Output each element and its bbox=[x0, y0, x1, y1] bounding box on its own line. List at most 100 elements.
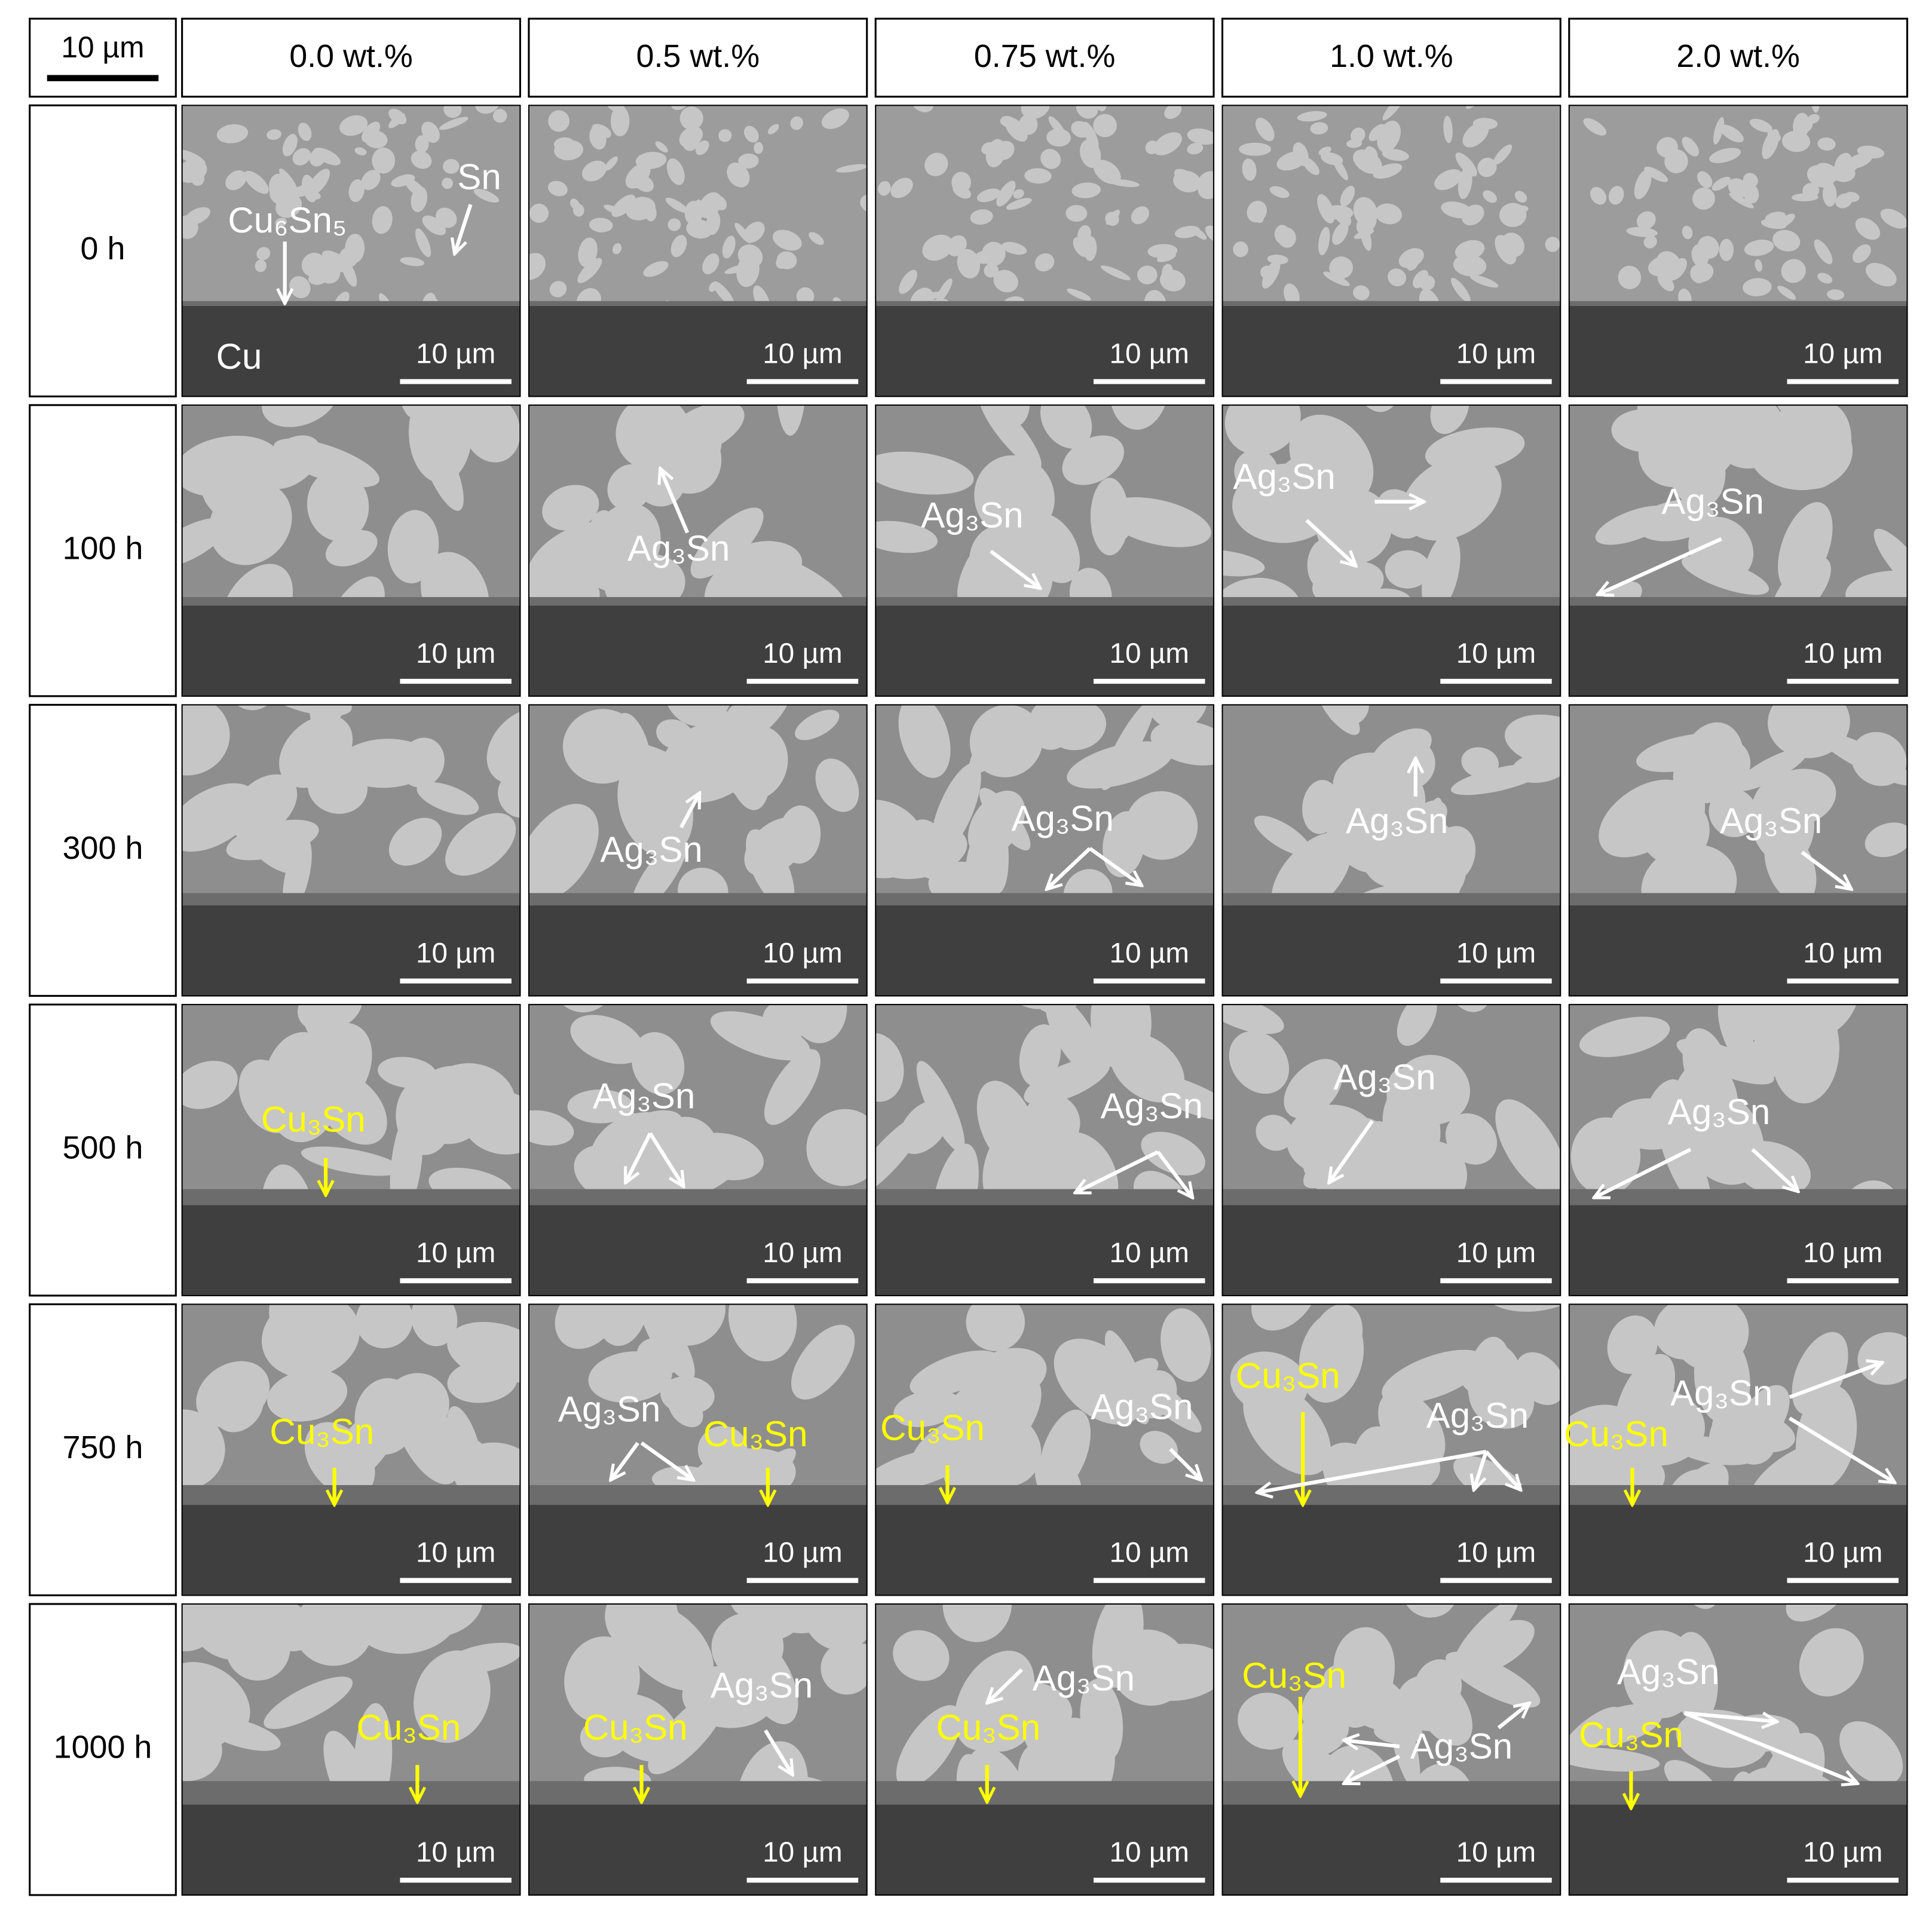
sn-grain bbox=[1013, 189, 1024, 199]
sn-grain bbox=[1382, 1072, 1447, 1148]
sn-grain bbox=[1284, 1058, 1343, 1119]
sn-grain bbox=[244, 170, 269, 194]
sn-grain bbox=[1851, 731, 1907, 786]
sn-grain bbox=[182, 436, 281, 497]
sn-grain bbox=[1318, 146, 1331, 156]
sn-grain bbox=[231, 774, 298, 837]
sn-grain bbox=[182, 783, 258, 852]
sn-grain bbox=[1065, 204, 1088, 222]
sn-grain bbox=[348, 179, 365, 203]
sn-grain bbox=[1323, 271, 1350, 286]
sn-grain bbox=[301, 1146, 402, 1176]
sn-grain bbox=[182, 149, 206, 166]
sn-grain bbox=[301, 252, 326, 277]
annotation-label: Ag₃Sn bbox=[1233, 457, 1335, 497]
sn-grain bbox=[439, 117, 469, 130]
sn-grain bbox=[1092, 1603, 1144, 1689]
imc-layer bbox=[1222, 1781, 1561, 1807]
sn-grain bbox=[1697, 235, 1719, 259]
sn-grain bbox=[1161, 1308, 1211, 1382]
sn-grain bbox=[1711, 176, 1731, 191]
sn-grain bbox=[255, 259, 267, 273]
sn-grain bbox=[322, 250, 350, 273]
sn-grain bbox=[1039, 1409, 1091, 1493]
micrograph bbox=[182, 105, 520, 397]
sn-grain bbox=[936, 278, 953, 303]
sn-grain bbox=[1353, 285, 1370, 301]
sn-grain bbox=[345, 234, 365, 263]
sn-grain bbox=[679, 106, 703, 130]
imc-layer bbox=[182, 1189, 520, 1208]
scale-bar-label: 10 µm bbox=[1456, 938, 1536, 969]
sn-grain bbox=[1309, 1304, 1363, 1375]
row-label-cell bbox=[29, 104, 177, 397]
sn-grain bbox=[1125, 791, 1198, 860]
sn-grain bbox=[1229, 1031, 1290, 1094]
imc-layer bbox=[528, 1781, 867, 1807]
cell-border bbox=[181, 1003, 521, 1296]
sn-grain bbox=[1131, 206, 1149, 225]
annotation-arrow bbox=[623, 1132, 652, 1183]
sn-grain bbox=[443, 1642, 520, 1675]
sn-grain bbox=[293, 1603, 373, 1666]
sn-grain bbox=[1853, 244, 1871, 264]
annotation-label: Ag₃Sn bbox=[1661, 482, 1763, 522]
sn-grain bbox=[890, 177, 913, 198]
sn-grain bbox=[875, 521, 938, 553]
sn-grain bbox=[1413, 1659, 1462, 1716]
sn-grain bbox=[924, 152, 948, 176]
sn-grain bbox=[1545, 237, 1560, 252]
sn-grain bbox=[1071, 182, 1101, 198]
sn-grain bbox=[1643, 235, 1657, 249]
scale-bar-label: 10 µm bbox=[1803, 1537, 1882, 1569]
sn-grain bbox=[979, 799, 1009, 893]
sn-grain bbox=[528, 1110, 574, 1146]
sn-grain bbox=[1717, 1004, 1755, 1067]
cell-border bbox=[1568, 105, 1908, 397]
sn-grain bbox=[1743, 1021, 1801, 1083]
cell-border bbox=[875, 105, 1215, 397]
sn-grain bbox=[567, 1089, 633, 1124]
sn-grain bbox=[1140, 1431, 1178, 1464]
annotation-label: Ag₃Sn bbox=[593, 1076, 695, 1116]
micrograph bbox=[875, 1004, 1214, 1296]
sn-grain bbox=[815, 758, 859, 812]
sn-grain bbox=[1380, 1389, 1425, 1432]
sn-grain bbox=[581, 160, 607, 182]
scale-bar-label: 10 µm bbox=[416, 1237, 495, 1269]
sn-grain bbox=[899, 270, 917, 294]
scale-bar-label: 10 µm bbox=[763, 1836, 842, 1868]
sn-grain bbox=[422, 215, 446, 235]
sn-grain bbox=[1109, 405, 1169, 430]
annotation-arrow bbox=[1329, 1119, 1374, 1183]
sn-grain bbox=[388, 818, 442, 866]
sn-grain bbox=[529, 203, 549, 223]
sn-grain bbox=[754, 142, 764, 154]
sn-grain bbox=[738, 153, 759, 169]
sn-grain bbox=[722, 235, 736, 259]
sn-grain bbox=[1749, 118, 1772, 133]
column-header-cell bbox=[1221, 17, 1561, 98]
scale-bar-label: 10 µm bbox=[1456, 1237, 1536, 1269]
sn-grain bbox=[1267, 255, 1288, 265]
sn-grain bbox=[1173, 170, 1201, 192]
cell-border bbox=[528, 105, 868, 397]
micrograph bbox=[1569, 405, 1907, 696]
sn-grain bbox=[1100, 265, 1131, 280]
annotation-arrow bbox=[660, 469, 690, 534]
sn-grain bbox=[1458, 166, 1472, 200]
sn-grain bbox=[643, 261, 669, 277]
sn-grain bbox=[1469, 274, 1499, 288]
sn-grain bbox=[1709, 148, 1741, 163]
sn-grain bbox=[1461, 747, 1499, 778]
annotation-arrow bbox=[1484, 1450, 1521, 1490]
scale-cell bbox=[29, 17, 177, 98]
sn-grain bbox=[1388, 268, 1407, 287]
sn-grain bbox=[966, 1412, 1042, 1487]
imc-layer bbox=[1222, 1189, 1561, 1208]
sn-grain bbox=[1303, 1121, 1388, 1189]
sn-grain bbox=[1353, 197, 1378, 226]
imc-layer bbox=[182, 1781, 520, 1807]
sn-grain bbox=[564, 1636, 640, 1724]
sn-grain bbox=[1045, 1004, 1104, 1078]
